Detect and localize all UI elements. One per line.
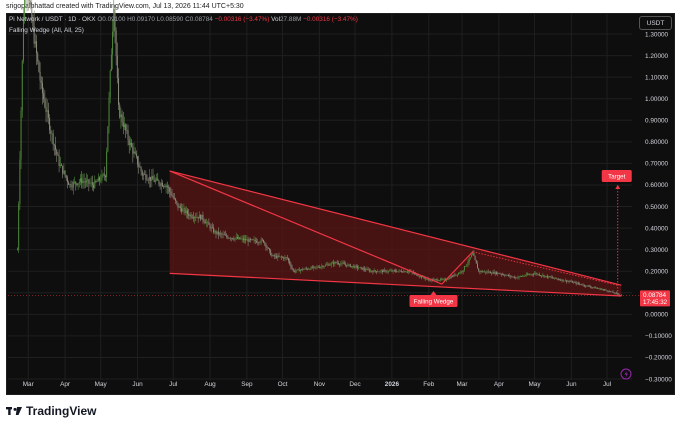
currency-button[interactable]: USDT (639, 16, 672, 30)
volume-label: Vol (271, 16, 280, 23)
low-value: L0.08590 (156, 16, 184, 23)
volume-value: 27.88M (280, 16, 302, 23)
symbol-name[interactable]: Pi Network / USDT · 1D · OKX (9, 16, 96, 23)
volume-change: −0.00316 (−3.47%) (303, 16, 358, 23)
chart-pane[interactable] (6, 13, 675, 395)
tradingview-logo-text: TradingView (26, 404, 97, 418)
symbol-legend: Pi Network / USDT · 1D · OKX O0.09100 H0… (9, 16, 358, 23)
open-value: O0.09100 (97, 16, 126, 23)
high-value: H0.09170 (127, 16, 155, 23)
indicator-legend[interactable]: Falling Wedge (All, All, 25) (9, 27, 84, 34)
created-by-caption: srigopalbhattad created with TradingView… (6, 3, 244, 10)
candle-body (28, 0, 30, 2)
close-value: C0.08784 (185, 16, 213, 23)
tradingview-footer: TradingView (6, 402, 96, 420)
change-value: −0.00316 (−3.47%) (214, 16, 270, 23)
tradingview-logo-icon (6, 406, 22, 415)
